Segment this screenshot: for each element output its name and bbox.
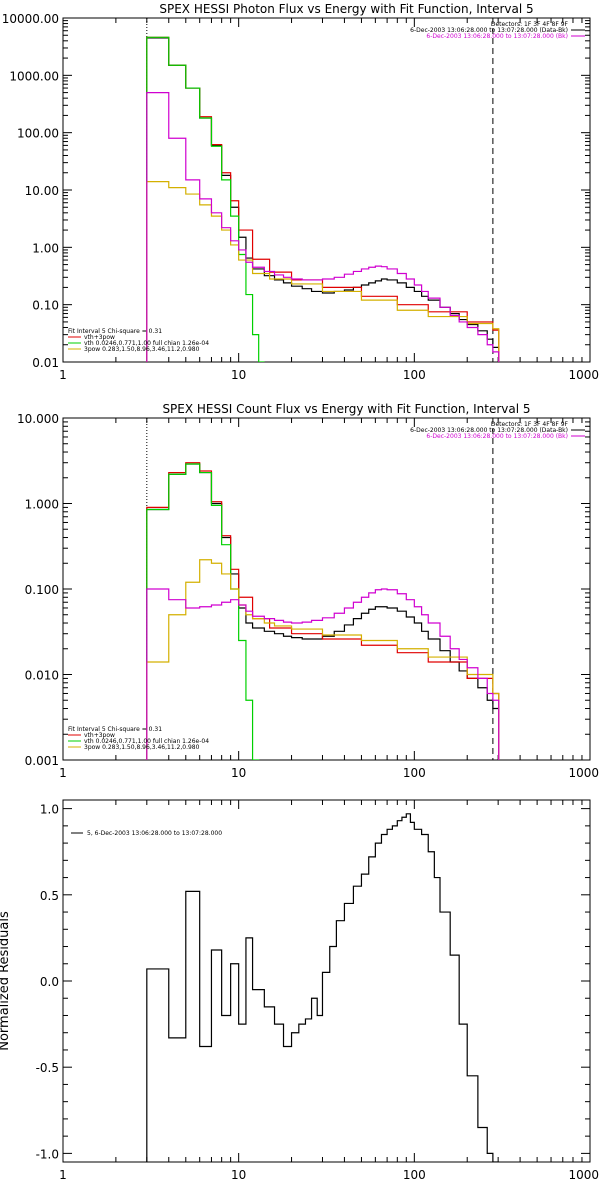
series-line-5-6-dec-2003-13-06-28-000-to-13-07-28-000 (146, 813, 499, 1162)
y-tick-label: 0.0 (40, 975, 59, 989)
y-tick-label: 1.0 (40, 803, 59, 817)
fit-legend-entry: vth+3pow (84, 732, 115, 739)
y-tick-label: 100.00 (17, 127, 59, 141)
plot-frame (62, 417, 591, 761)
series-line-vth (146, 463, 266, 760)
x-tick-label: 10 (231, 368, 246, 382)
y-tick-label: 10000.00 (2, 12, 59, 26)
y-tick-label: 0.100 (25, 583, 59, 597)
x-tick-label: 1000 (568, 766, 599, 780)
info-line: Detectors: 1F 3F 4F 8F 9F (491, 421, 569, 428)
legend-entry: 5, 6-Dec-2003 13:06:28.000 to 13:07:28.0… (87, 830, 222, 837)
info-line: 6-Dec-2003 13:06:28.000 to 13:07:28.000 … (410, 427, 568, 434)
y-tick-label: 0.5 (40, 889, 59, 903)
y-tick-label: 0.001 (25, 754, 59, 768)
y-axis-label: Normalized Residuals (0, 911, 12, 1051)
y-tick-label: 0.010 (25, 669, 59, 683)
x-tick-label: 1000 (568, 368, 599, 382)
x-tick-label: 10 (231, 1168, 246, 1182)
fit-legend-entry: 3pow 0.283,1.50,8.96,3.46,11.2,0.980 (84, 744, 200, 751)
x-tick-label: 1 (59, 368, 67, 382)
x-tick-label: 1 (59, 766, 67, 780)
info-line: 6-Dec-2003 13:06:28.000 to 13:07:28.000 … (426, 33, 568, 40)
x-tick-label: 10 (231, 766, 246, 780)
series-line-bk (146, 588, 500, 760)
y-tick-label: 1000.00 (9, 69, 59, 83)
series-line-vth-3pow (146, 462, 500, 760)
y-tick-label: 1.000 (25, 498, 59, 512)
x-tick-label: 1000 (568, 1168, 599, 1182)
plot-frame (62, 17, 591, 363)
x-tick-label: 100 (403, 766, 426, 780)
y-tick-label: -0.5 (36, 1061, 59, 1075)
y-tick-label: 10.00 (25, 184, 59, 198)
fit-legend-entry: 3pow 0.283,1.50,8.96,3.46,11.2,0.980 (84, 346, 200, 353)
info-line: 6-Dec-2003 13:06:28.000 to 13:07:28.000 … (410, 27, 568, 34)
info-line: Detectors: 1F 3F 4F 8F 9F (491, 21, 569, 28)
info-line: 6-Dec-2003 13:06:28.000 to 13:07:28.000 … (426, 433, 568, 440)
x-tick-label: 100 (403, 368, 426, 382)
photon-flux-panel: SPEX HESSI Photon Flux vs Energy with Fi… (2, 2, 599, 382)
chart-title: SPEX HESSI Photon Flux vs Energy with Fi… (159, 2, 533, 16)
fit-legend-entry: vth 0.0246,0.771,1.00 full chian 1.26e-0… (84, 738, 209, 745)
series-line-data-bk (146, 463, 500, 760)
series-line-3pow (146, 559, 500, 760)
fit-legend-entry: vth 0.0246,0.771,1.00 full chian 1.26e-0… (84, 340, 209, 347)
fit-legend-entry: Fit Interval 5 Chi-square = 0.31 (68, 726, 162, 733)
fit-legend-entry: Fit Interval 5 Chi-square = 0.31 (68, 328, 162, 335)
chart-title: SPEX HESSI Count Flux vs Energy with Fit… (162, 402, 530, 416)
series-line-3pow (146, 181, 500, 362)
x-tick-label: 100 (403, 1168, 426, 1182)
y-tick-label: 10.000 (17, 412, 59, 426)
series-line-bk (146, 91, 500, 362)
y-tick-label: 0.10 (32, 299, 59, 313)
count-flux-panel: SPEX HESSI Count Flux vs Energy with Fit… (17, 402, 599, 780)
x-tick-label: 1 (59, 1168, 67, 1182)
fit-legend-entry: vth+3pow (84, 334, 115, 341)
residuals-panel: Normalized Residuals 1 10 100 1000 -1.0 -0.5 0.… (0, 799, 599, 1182)
plot-frame (62, 799, 591, 1163)
y-tick-label: -1.0 (36, 1147, 59, 1161)
y-tick-label: 1.00 (32, 241, 59, 255)
y-tick-label: 0.01 (32, 356, 59, 370)
series-line-vth (146, 36, 265, 362)
